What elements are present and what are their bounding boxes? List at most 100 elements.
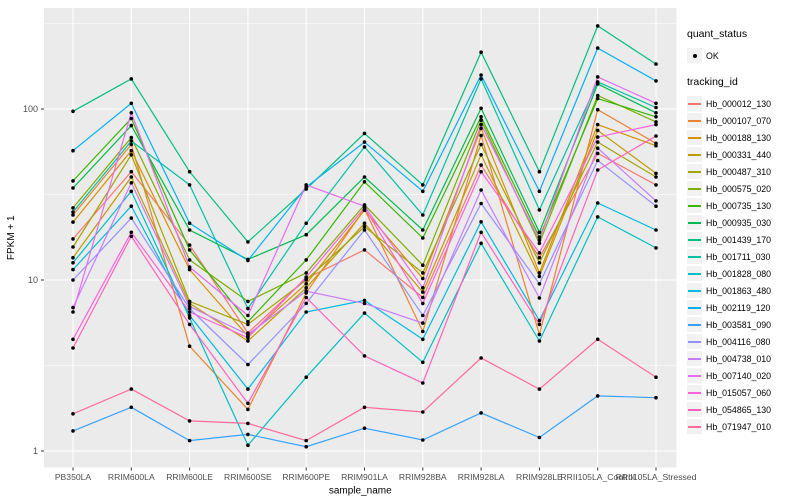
data-point bbox=[421, 236, 425, 240]
data-point bbox=[187, 221, 192, 225]
data-point bbox=[421, 381, 425, 385]
x-tick-label: RRIM928LA bbox=[458, 472, 505, 482]
data-point bbox=[421, 290, 425, 294]
data-point bbox=[421, 213, 425, 217]
data-point bbox=[246, 443, 250, 448]
legend-title-quant-status: quant_status bbox=[687, 28, 748, 40]
data-point bbox=[71, 255, 75, 260]
legend-item: Hb_071947_010 bbox=[687, 418, 799, 435]
legend-item-label: Hb_001439_170 bbox=[706, 234, 772, 245]
data-point bbox=[479, 126, 483, 131]
data-point bbox=[595, 146, 600, 150]
series-color-key-icon bbox=[687, 232, 702, 247]
data-point bbox=[304, 375, 309, 380]
legend-item: Hb_004116_080 bbox=[687, 333, 799, 350]
data-point bbox=[479, 118, 483, 122]
data-point bbox=[595, 215, 600, 219]
data-point bbox=[246, 421, 250, 426]
data-point bbox=[71, 267, 75, 272]
series-color-key-icon bbox=[687, 164, 702, 179]
data-point bbox=[537, 189, 542, 194]
y-tick-label: 10 bbox=[28, 275, 38, 285]
legend-item: Hb_000107_070 bbox=[687, 112, 799, 129]
legend-item-label: Hb_015057_060 bbox=[706, 387, 772, 398]
data-point bbox=[479, 230, 483, 235]
data-point bbox=[654, 395, 658, 400]
data-point bbox=[129, 204, 134, 208]
legend-item-label: Hb_000487_310 bbox=[706, 166, 772, 177]
data-point bbox=[654, 62, 658, 66]
data-point bbox=[537, 282, 542, 286]
x-tick-label: RRIM600PE bbox=[282, 472, 330, 482]
data-point bbox=[479, 241, 483, 246]
data-point bbox=[362, 354, 367, 358]
data-point bbox=[479, 133, 483, 138]
data-point bbox=[71, 210, 75, 214]
data-point bbox=[595, 337, 600, 342]
series-color-key-icon bbox=[687, 385, 702, 400]
data-point bbox=[654, 101, 658, 106]
data-point bbox=[129, 189, 134, 194]
data-point bbox=[304, 310, 309, 314]
series-color-key-icon bbox=[687, 351, 702, 366]
legend-item-label: OK bbox=[706, 50, 719, 61]
data-point bbox=[362, 131, 367, 136]
data-point bbox=[304, 282, 309, 286]
data-point bbox=[421, 410, 425, 414]
data-point bbox=[71, 186, 75, 190]
data-point bbox=[362, 228, 367, 232]
data-point bbox=[654, 228, 658, 232]
data-point bbox=[304, 183, 309, 187]
data-point bbox=[537, 208, 542, 212]
data-point bbox=[304, 232, 309, 237]
data-point bbox=[246, 401, 250, 406]
data-point bbox=[187, 419, 192, 423]
data-point bbox=[654, 134, 658, 138]
legend-item-ok: OK bbox=[687, 47, 799, 64]
series-color-key-icon bbox=[687, 147, 702, 162]
data-point bbox=[246, 258, 250, 263]
data-point bbox=[421, 228, 425, 232]
data-point bbox=[246, 432, 250, 437]
data-point bbox=[71, 220, 75, 224]
data-point bbox=[479, 220, 483, 224]
data-point bbox=[71, 261, 75, 265]
legend-item: Hb_007140_020 bbox=[687, 367, 799, 384]
data-point bbox=[362, 298, 367, 303]
data-point bbox=[421, 337, 425, 342]
data-point bbox=[362, 145, 367, 149]
data-point bbox=[246, 339, 250, 343]
data-point bbox=[479, 115, 483, 119]
data-point bbox=[421, 438, 425, 442]
data-point bbox=[595, 75, 600, 79]
data-point bbox=[129, 148, 134, 153]
data-point bbox=[187, 183, 192, 187]
data-point bbox=[421, 276, 425, 281]
data-point bbox=[421, 286, 425, 290]
x-axis-title: sample_name bbox=[329, 486, 392, 497]
legend-item: Hb_001439_170 bbox=[687, 231, 799, 248]
data-point bbox=[479, 73, 483, 77]
data-point bbox=[129, 101, 134, 106]
data-point bbox=[187, 258, 192, 262]
data-point bbox=[537, 332, 542, 337]
data-point bbox=[595, 140, 600, 144]
data-point bbox=[71, 337, 75, 342]
x-tick-label: RRII105LA_Control bbox=[560, 472, 635, 482]
legend-items: Hb_000012_130 Hb_000107_070 Hb_000188_130 H… bbox=[687, 95, 799, 435]
data-point bbox=[421, 321, 425, 325]
data-point bbox=[71, 206, 75, 210]
series-color-key-icon bbox=[687, 130, 702, 145]
data-point bbox=[71, 245, 75, 249]
data-point bbox=[654, 122, 658, 127]
data-point bbox=[246, 387, 250, 391]
data-point bbox=[595, 158, 600, 163]
legend-item-label: Hb_000012_130 bbox=[706, 98, 772, 109]
data-point bbox=[654, 375, 658, 380]
legend-item: Hb_054865_130 bbox=[687, 401, 799, 418]
legend-item-label: Hb_000935_030 bbox=[706, 217, 772, 228]
legend-item-label: Hb_001711_030 bbox=[706, 251, 771, 262]
data-point bbox=[304, 286, 309, 290]
data-point bbox=[654, 175, 658, 179]
